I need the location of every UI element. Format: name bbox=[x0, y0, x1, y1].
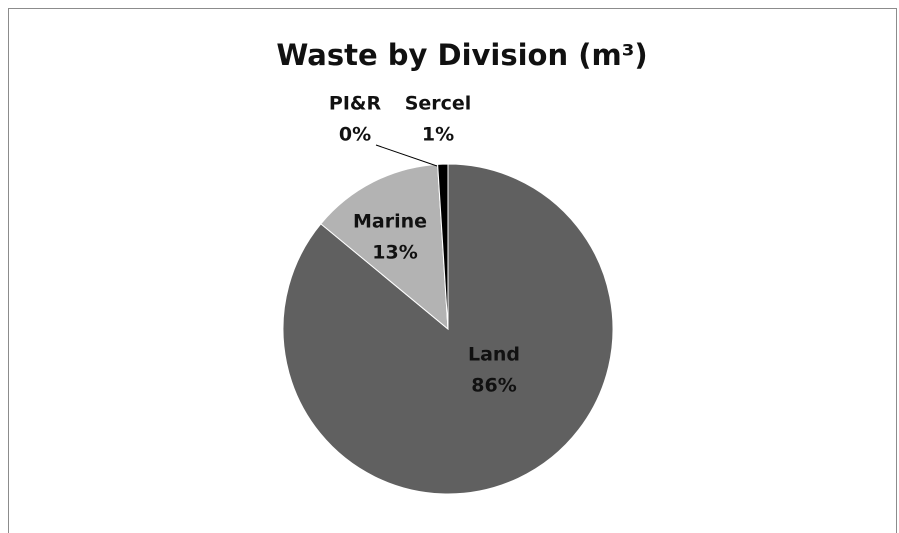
pie-slice bbox=[320, 163, 449, 331]
slice-percent: 86% bbox=[471, 375, 516, 397]
slice-percent: 0% bbox=[339, 124, 371, 146]
slice-label: Marine bbox=[353, 211, 427, 233]
leader-line bbox=[375, 144, 438, 167]
pie-slice bbox=[437, 163, 449, 330]
slice-label: Sercel bbox=[405, 93, 472, 115]
slice-label: PI&R bbox=[329, 93, 382, 115]
slice-percent: 13% bbox=[372, 242, 417, 264]
chart-title: Waste by Division (m³) bbox=[276, 38, 647, 72]
slice-label: Land bbox=[468, 344, 520, 366]
slice-percent: 1% bbox=[422, 124, 454, 146]
pie bbox=[282, 163, 614, 495]
